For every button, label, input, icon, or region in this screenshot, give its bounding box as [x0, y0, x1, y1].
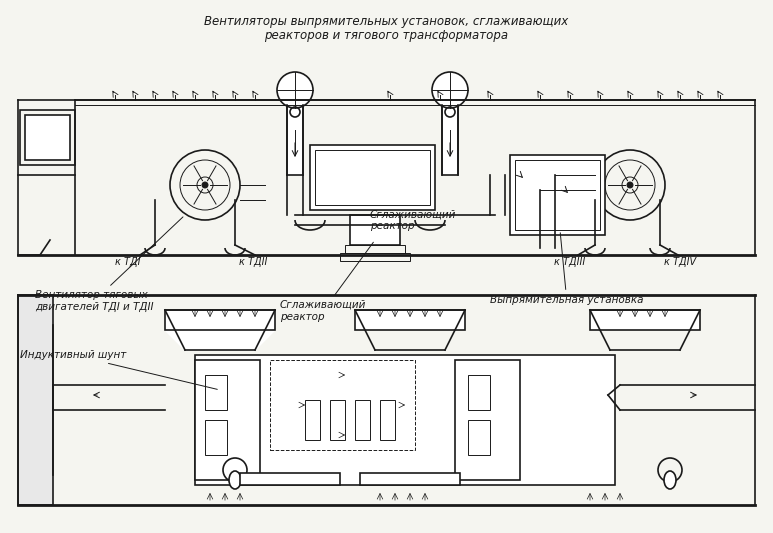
Bar	[205, 420, 227, 455]
Text: Выпрямительная установка: Выпрямительная установка	[490, 233, 643, 305]
Bar	[330, 400, 345, 440]
Circle shape	[277, 72, 313, 108]
Text: Вентилятор тяговых
двигателей ТДI и ТДII: Вентилятор тяговых двигателей ТДI и ТДII	[35, 217, 183, 312]
Bar	[360, 473, 460, 485]
Bar	[340, 253, 410, 261]
Text: к ТДIII: к ТДIII	[554, 257, 586, 267]
Bar	[205, 375, 227, 410]
Bar	[380, 400, 395, 440]
Circle shape	[202, 182, 208, 188]
Bar	[315, 150, 430, 205]
Circle shape	[432, 72, 468, 108]
Text: Сглаживающий
реактор: Сглаживающий реактор	[370, 209, 456, 231]
Bar	[287, 105, 303, 175]
Bar	[310, 145, 435, 210]
Bar	[305, 400, 320, 440]
Bar	[510, 155, 605, 235]
Bar	[355, 400, 370, 440]
Bar	[345, 245, 405, 253]
Text: к ТДI: к ТДI	[115, 257, 141, 267]
Bar	[455, 360, 520, 480]
Bar	[350, 215, 400, 245]
Bar	[590, 310, 700, 330]
Bar	[240, 473, 340, 485]
Text: Индуктивный шунт: Индуктивный шунт	[20, 350, 217, 390]
Bar	[515, 160, 600, 230]
Bar	[468, 375, 490, 410]
Circle shape	[627, 182, 633, 188]
Text: Вентиляторы выпрямительных установок, сглаживающих: Вентиляторы выпрямительных установок, сг…	[204, 15, 568, 28]
Bar	[25, 115, 70, 160]
Bar	[195, 360, 260, 480]
Bar	[468, 420, 490, 455]
Bar	[18, 295, 53, 505]
Bar	[195, 355, 615, 485]
Text: к ТДII: к ТДII	[239, 257, 267, 267]
Ellipse shape	[664, 471, 676, 489]
Text: Сглаживающий
реактор: Сглаживающий реактор	[280, 242, 373, 321]
Polygon shape	[165, 330, 275, 350]
Bar	[165, 310, 275, 330]
Bar	[270, 360, 415, 450]
Text: реакторов и тягового трансформатора: реакторов и тягового трансформатора	[264, 28, 508, 42]
Bar	[355, 310, 465, 330]
Bar	[442, 105, 458, 175]
Text: к ТДIV: к ТДIV	[664, 257, 696, 267]
Ellipse shape	[229, 471, 241, 489]
Bar	[20, 110, 75, 165]
